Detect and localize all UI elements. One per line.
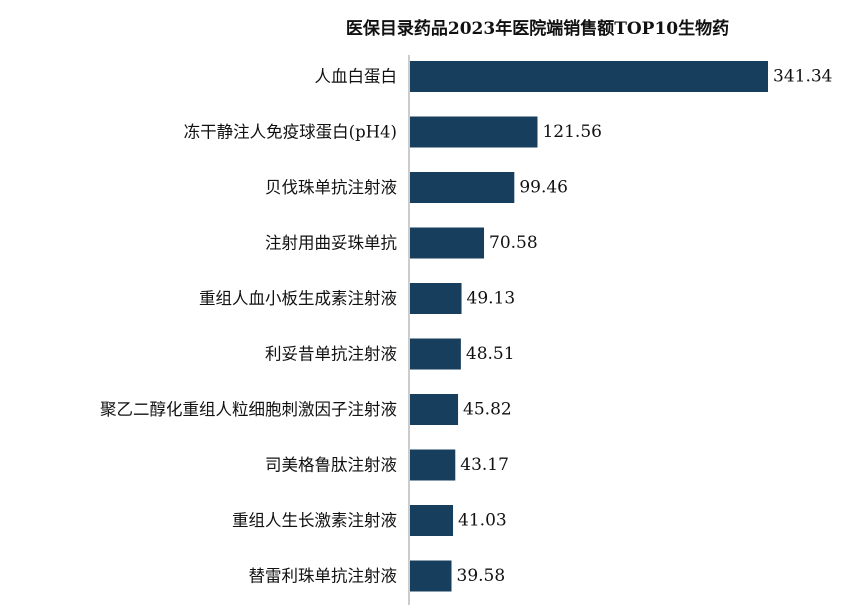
- category-label-1: 人血白蛋白: [315, 67, 398, 86]
- bar-2: [410, 116, 538, 148]
- value-label-1: 341.34: [773, 67, 832, 87]
- bar-10: [410, 560, 452, 592]
- chart-title: 医保目录药品2023年医院端销售额TOP10生物药: [345, 19, 730, 39]
- bar-1: [410, 61, 768, 92]
- value-label-10: 39.58: [457, 566, 506, 586]
- value-label-5: 49.13: [467, 289, 516, 309]
- bar-6: [410, 338, 461, 370]
- category-label-9: 重组人生长激素注射液: [232, 511, 397, 530]
- category-label-5: 重组人血小板生成素注射液: [199, 289, 397, 308]
- category-label-7: 聚乙二醇化重组人粒细胞刺激因子注射液: [100, 400, 397, 419]
- bar-7: [410, 394, 459, 425]
- category-label-3: 贝伐珠单抗注射液: [265, 178, 397, 197]
- bar-4: [410, 227, 485, 259]
- category-label-4: 注射用曲妥珠单抗: [265, 234, 397, 253]
- category-label-2: 冻干静注人免疫球蛋白(pH4): [184, 123, 397, 142]
- bar-8: [410, 449, 456, 481]
- value-label-4: 70.58: [489, 233, 538, 253]
- category-label-10: 替雷利珠单抗注射液: [249, 567, 398, 586]
- value-label-2: 121.56: [542, 122, 601, 142]
- category-label-8: 司美格鲁肽注射液: [265, 456, 397, 475]
- bar-3: [410, 172, 515, 203]
- value-label-6: 48.51: [466, 344, 515, 364]
- value-label-3: 99.46: [519, 178, 568, 198]
- value-label-7: 45.82: [463, 400, 512, 420]
- category-label-6: 利妥昔单抗注射液: [265, 345, 397, 364]
- value-label-8: 43.17: [460, 455, 509, 475]
- value-label-9: 41.03: [458, 511, 507, 531]
- bar-9: [410, 505, 454, 536]
- bar-5: [410, 283, 462, 314]
